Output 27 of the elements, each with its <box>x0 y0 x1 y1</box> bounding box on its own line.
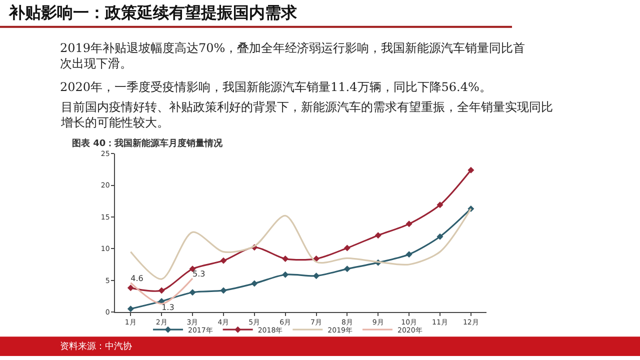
text: 目前国内疫情好转、补贴政策利好的背景下，新能源汽车的需求有望重振，全年销量实现同比增长的可能性较大。 <box>60 100 553 130</box>
point <box>282 256 289 262</box>
chart-subtitle: 图表 40：我国新能源车月度销量情况 <box>72 138 224 149</box>
chart-title: 补贴影响一：政策延续有望提振国内需求 <box>8 3 298 22</box>
text: 资料来源：中汽协 <box>60 341 132 352</box>
point <box>344 266 350 272</box>
point <box>220 287 227 294</box>
point <box>282 271 289 278</box>
point <box>436 233 444 240</box>
point <box>468 166 474 174</box>
data-label: 5.3 <box>192 269 206 278</box>
point <box>127 306 134 312</box>
point <box>189 289 196 296</box>
text: 2019年补贴退坡幅度高达70%，叠加全年经济弱运行影响，我国新能源汽车销量同比首次出现下滑。 <box>60 41 526 71</box>
point <box>313 272 320 280</box>
point <box>220 257 227 264</box>
text: 2020年，一季度受疫情影响，我国新能源汽车销量11.4万辆，同比下降56.4%。 <box>60 80 492 94</box>
point <box>251 280 258 287</box>
point <box>344 244 350 252</box>
point <box>406 220 412 228</box>
point <box>127 284 134 292</box>
point <box>406 251 412 258</box>
point <box>436 202 444 208</box>
point <box>374 232 382 239</box>
data-label: 4.6 <box>130 274 144 283</box>
point <box>158 287 165 294</box>
data-label: 1.3 <box>162 302 174 312</box>
